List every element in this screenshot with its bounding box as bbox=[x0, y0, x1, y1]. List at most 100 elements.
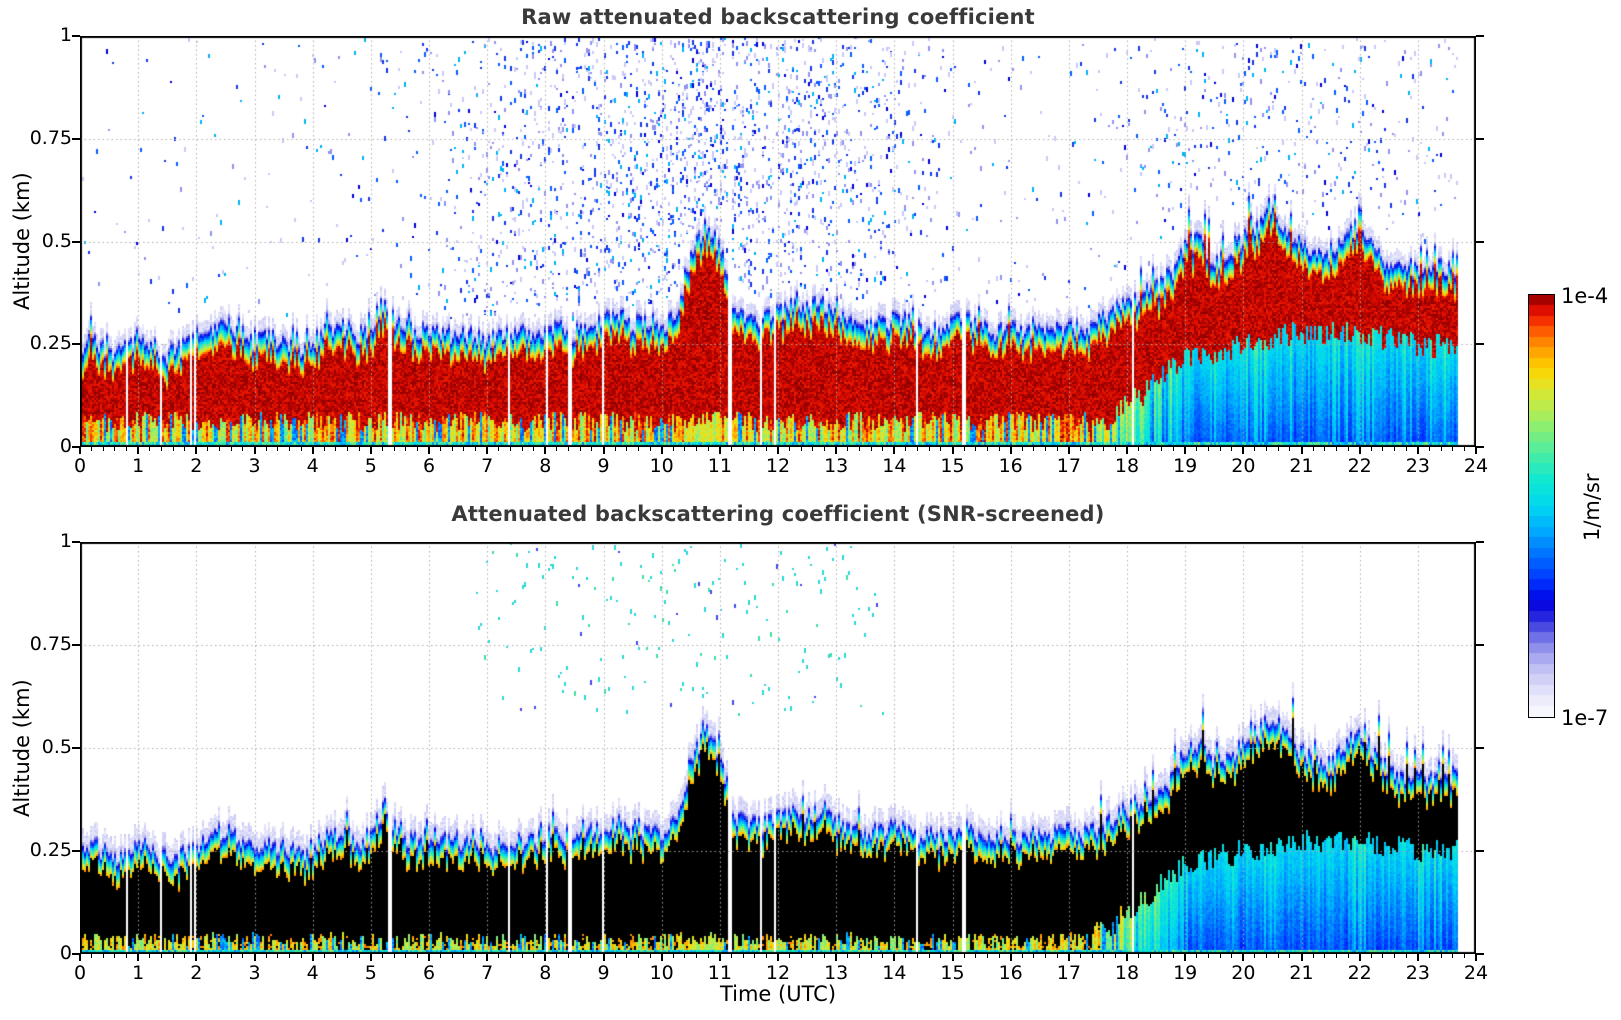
x-minor-tick bbox=[498, 954, 500, 958]
x-tick-label: 22 bbox=[1347, 962, 1372, 984]
x-minor-tick bbox=[672, 954, 674, 958]
x-tick-label: 0 bbox=[73, 962, 87, 984]
x-minor-tick bbox=[1289, 954, 1291, 958]
x-minor-tick bbox=[102, 447, 104, 451]
x-minor-tick bbox=[1335, 447, 1337, 451]
x-minor-tick bbox=[207, 447, 209, 451]
x-minor-tick bbox=[754, 954, 756, 958]
x-minor-tick bbox=[1207, 954, 1209, 958]
x-minor-tick bbox=[1207, 447, 1209, 451]
x-tick bbox=[1416, 447, 1419, 454]
x-minor-tick bbox=[416, 447, 418, 451]
x-minor-tick bbox=[1324, 954, 1326, 958]
x-minor-tick bbox=[323, 954, 325, 958]
x-minor-tick bbox=[998, 954, 1000, 958]
x-minor-tick bbox=[149, 447, 151, 451]
x-minor-tick bbox=[393, 447, 395, 451]
x-minor-tick bbox=[475, 447, 477, 451]
x-tick bbox=[893, 954, 896, 961]
x-minor-tick bbox=[672, 447, 674, 451]
x-tick bbox=[1184, 447, 1187, 454]
x-tick bbox=[777, 954, 779, 961]
x-minor-tick bbox=[1382, 447, 1384, 451]
x-tick-label: 2 bbox=[190, 455, 203, 477]
x-minor-tick bbox=[1370, 447, 1372, 451]
x-tick-label: 5 bbox=[364, 962, 377, 984]
x-minor-tick bbox=[230, 954, 232, 958]
x-minor-tick bbox=[1033, 954, 1035, 958]
x-minor-tick bbox=[742, 954, 744, 958]
x-minor-tick bbox=[858, 447, 860, 451]
x-minor-tick bbox=[533, 447, 535, 451]
x-minor-tick bbox=[219, 447, 221, 451]
x-minor-tick bbox=[335, 447, 337, 451]
x-minor-tick bbox=[405, 954, 407, 958]
x-minor-tick bbox=[1452, 447, 1454, 451]
x-tick bbox=[137, 954, 140, 961]
x-minor-tick bbox=[649, 954, 651, 958]
x-tick bbox=[1067, 447, 1070, 454]
x-minor-tick bbox=[521, 954, 523, 958]
x-minor-tick bbox=[579, 447, 581, 451]
x-tick-label: 20 bbox=[1231, 455, 1256, 477]
x-tick bbox=[544, 447, 547, 454]
x-minor-tick bbox=[160, 447, 162, 451]
x-tick bbox=[253, 954, 256, 961]
x-minor-tick bbox=[824, 954, 826, 958]
x-tick bbox=[1242, 447, 1245, 454]
x-minor-tick bbox=[1138, 447, 1140, 451]
colorbar bbox=[1528, 294, 1555, 718]
x-tick-label: 22 bbox=[1347, 455, 1372, 477]
x-minor-tick bbox=[1033, 447, 1035, 451]
x-tick bbox=[602, 447, 605, 454]
x-tick-label: 15 bbox=[940, 455, 965, 477]
x-minor-tick bbox=[742, 447, 744, 451]
x-minor-tick bbox=[230, 447, 232, 451]
y-tick-right bbox=[1476, 446, 1484, 448]
x-minor-tick bbox=[905, 447, 907, 451]
x-minor-tick bbox=[149, 954, 151, 958]
y-tick-label: 1 bbox=[59, 24, 72, 46]
x-minor-tick bbox=[812, 447, 814, 451]
x-minor-tick bbox=[1277, 447, 1279, 451]
x-minor-tick bbox=[1056, 447, 1058, 451]
x-minor-tick bbox=[288, 447, 290, 451]
y-tick-right bbox=[1476, 953, 1484, 955]
x-minor-tick bbox=[847, 954, 849, 958]
x-tick-label: 17 bbox=[1056, 455, 1081, 477]
x-tick-label: 16 bbox=[998, 962, 1023, 984]
x-minor-tick bbox=[870, 447, 872, 451]
x-minor-tick bbox=[416, 954, 418, 958]
x-minor-tick bbox=[126, 954, 128, 958]
x-minor-tick bbox=[381, 954, 383, 958]
y-tick-label: 0.75 bbox=[29, 633, 72, 655]
x-tick-label: 1 bbox=[132, 455, 145, 477]
x-tick-label: 3 bbox=[248, 455, 261, 477]
x-minor-tick bbox=[975, 954, 977, 958]
x-minor-tick bbox=[498, 447, 500, 451]
x-tick-label: 7 bbox=[481, 962, 494, 984]
y-tick bbox=[72, 541, 80, 543]
x-minor-tick bbox=[277, 447, 279, 451]
x-minor-tick bbox=[684, 954, 686, 958]
y-tick-label: 0.25 bbox=[29, 332, 72, 355]
x-minor-tick bbox=[986, 954, 988, 958]
x-minor-tick bbox=[1103, 447, 1105, 451]
x-minor-tick bbox=[1196, 447, 1198, 451]
x-tick-label: 23 bbox=[1405, 455, 1430, 477]
x-tick bbox=[428, 447, 430, 454]
panel1-title: Raw attenuated backscattering coefficien… bbox=[521, 5, 1035, 29]
x-tick bbox=[1358, 954, 1361, 961]
x-tick-label: 12 bbox=[765, 455, 791, 477]
x-tick-label: 23 bbox=[1405, 962, 1430, 984]
x-minor-tick bbox=[1231, 954, 1233, 958]
x-minor-tick bbox=[1428, 447, 1430, 451]
y-tick-right bbox=[1476, 240, 1484, 243]
x-minor-tick bbox=[184, 954, 186, 958]
x-minor-tick bbox=[160, 954, 162, 958]
colorbar-unit-label: 1/m/sr bbox=[1580, 473, 1604, 541]
x-tick-label: 14 bbox=[882, 962, 907, 984]
x-minor-tick bbox=[475, 954, 477, 958]
y-tick-label: 0.5 bbox=[41, 229, 72, 252]
